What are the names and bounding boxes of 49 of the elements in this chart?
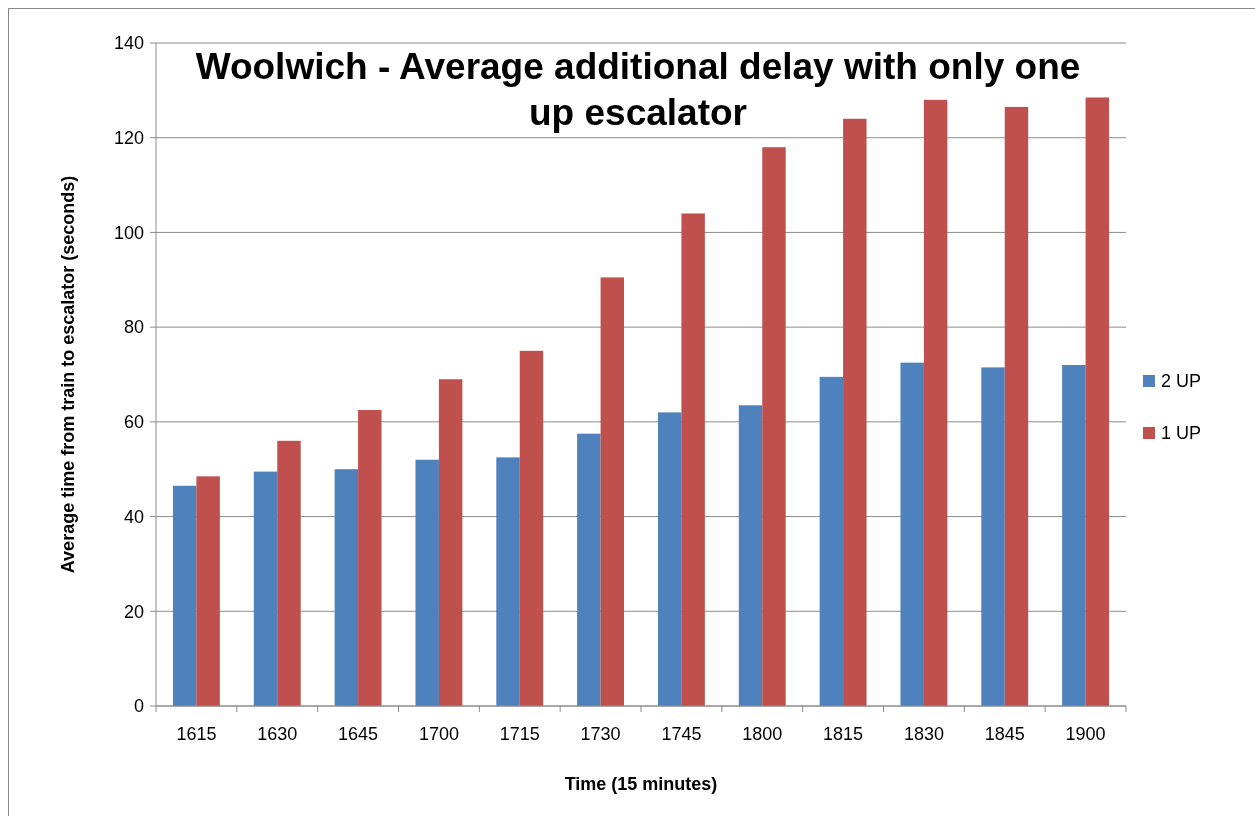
bar [681,213,705,706]
bar [900,362,924,706]
bar [496,457,520,706]
bar [577,433,601,706]
x-tick-label: 1800 [742,724,783,744]
y-tick-label: 100 [113,222,144,243]
y-tick-label: 0 [133,696,144,717]
legend-label: 2 UP [1161,371,1202,392]
x-tick-label: 1700 [418,724,459,744]
bar [1004,106,1029,706]
bar [738,405,763,706]
bar [843,118,867,706]
bar [334,469,359,706]
x-tick-label: 1830 [903,724,944,744]
bar [358,410,382,706]
bar [438,379,463,706]
x-tick-label: 1745 [661,724,702,744]
legend-label: 1 UP [1161,423,1202,444]
x-tick-label: 1615 [176,724,217,744]
bar [819,376,844,706]
bar [1085,97,1110,706]
bar [923,99,948,706]
bar [657,412,682,706]
y-tick-label: 20 [123,601,144,622]
y-tick-label: 40 [123,506,144,527]
bar [253,471,278,706]
bar [172,485,197,706]
x-tick-label: 1900 [1065,724,1106,744]
bar [762,147,786,706]
x-tick-label: 1630 [257,724,298,744]
x-tick-label: 1730 [580,724,621,744]
x-tick-label: 1845 [984,724,1025,744]
y-tick-label: 80 [123,317,144,338]
x-axis-title: Time (15 minutes) [564,774,718,794]
y-tick-label: 140 [113,33,144,54]
bar [600,277,625,706]
bar [519,350,544,706]
y-tick-label: 120 [113,128,144,149]
text: Woolwich - Average additional delay with only one up escalator [194,45,1082,135]
x-tick-label: 1645 [338,724,379,744]
bar [1062,365,1086,706]
x-tick-label: 1815 [823,724,864,744]
bar [196,476,220,706]
y-axis-title: Average time from train to escalator (seconds) [58,175,78,574]
bar [277,440,301,706]
bar [415,459,439,706]
x-tick-label: 1715 [499,724,540,744]
bar [981,367,1005,706]
y-tick-label: 60 [123,412,144,433]
